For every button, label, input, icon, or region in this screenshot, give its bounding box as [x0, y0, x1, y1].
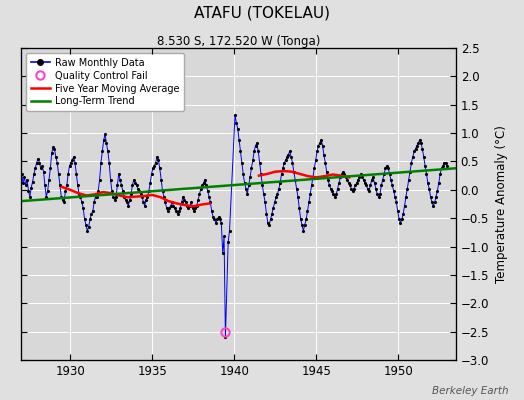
Y-axis label: Temperature Anomaly (°C): Temperature Anomaly (°C): [495, 125, 508, 283]
Text: ATAFU (TOKELAU): ATAFU (TOKELAU): [194, 6, 330, 21]
Title: 8.530 S, 172.520 W (Tonga): 8.530 S, 172.520 W (Tonga): [157, 35, 320, 48]
Legend: Raw Monthly Data, Quality Control Fail, Five Year Moving Average, Long-Term Tren: Raw Monthly Data, Quality Control Fail, …: [26, 53, 184, 111]
Text: Berkeley Earth: Berkeley Earth: [432, 386, 508, 396]
